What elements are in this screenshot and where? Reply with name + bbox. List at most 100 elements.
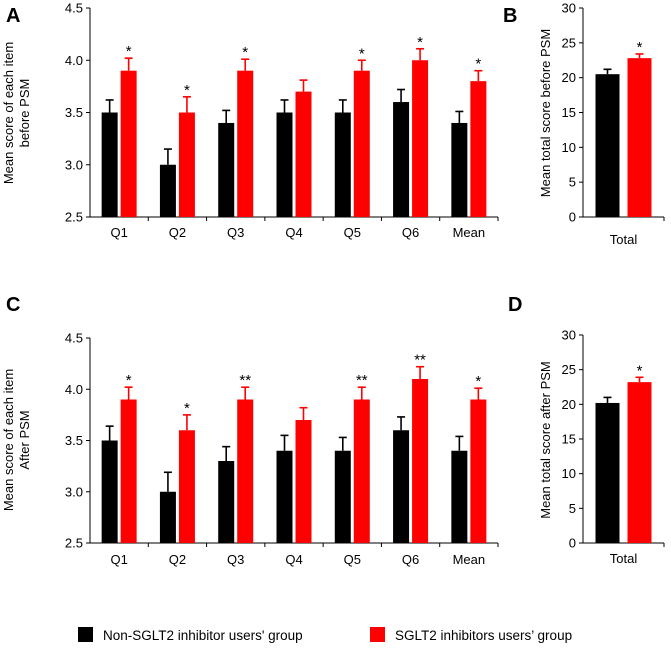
y-tick-label: 2.5 (65, 210, 83, 225)
bar (178, 112, 195, 217)
significance-marker: * (184, 82, 190, 99)
bar (470, 81, 487, 218)
bar (159, 164, 176, 217)
significance-marker: * (184, 400, 190, 417)
bar (334, 112, 351, 217)
panel-letter: B (503, 5, 517, 27)
panel-letter: D (508, 294, 522, 316)
legend-swatch-sglt2 (370, 627, 385, 642)
x-tick-label: Mean (453, 225, 486, 240)
bar (334, 450, 351, 543)
significance-marker: * (126, 372, 132, 389)
x-tick-label: Q2 (169, 552, 186, 567)
bar (178, 430, 195, 543)
y-tick-label: 4.0 (65, 382, 83, 397)
y-tick-label: 20 (562, 397, 576, 412)
significance-marker: * (126, 43, 132, 60)
y-tick-label: 4.0 (65, 53, 83, 68)
bar (412, 379, 429, 543)
x-tick-label: Mean (453, 552, 486, 567)
legend: Non-SGLT2 inhibitor users' group SGLT2 i… (78, 627, 572, 643)
x-tick-label: Q3 (227, 552, 244, 567)
bar (451, 450, 468, 543)
legend-label-non-sglt2: Non-SGLT2 inhibitor users' group (103, 628, 303, 643)
y-tick-label: 30 (562, 328, 576, 343)
bar (393, 102, 410, 217)
bar (353, 399, 370, 543)
significance-marker: * (242, 44, 248, 61)
y-tick-label: 3.5 (65, 433, 83, 448)
bar (595, 402, 620, 543)
panel-letter: A (6, 5, 20, 27)
x-tick-label: Q4 (285, 225, 302, 240)
y-tick-label: 20 (562, 70, 576, 85)
x-tick-label: Total (610, 551, 638, 566)
y-tick-label: 5 (569, 175, 576, 190)
y-tick-label: 10 (562, 140, 576, 155)
significance-marker: ** (356, 372, 368, 389)
y-tick-label: 3.0 (65, 157, 83, 172)
chart-panel-d: D 0 5 10 15 20 25 30 Mean total score after PSM *… (508, 294, 665, 566)
bar (218, 122, 235, 217)
significance-marker: * (475, 56, 481, 73)
legend-swatch-non-sglt2 (78, 627, 93, 642)
x-tick-label: Q1 (110, 552, 127, 567)
y-tick-label: 5 (569, 501, 576, 516)
x-tick-label: Q2 (169, 225, 186, 240)
bar (451, 122, 468, 217)
chart-panel-a: A 2.5 3.0 3.5 4.0 4.5 Mean score of each item b… (1, 1, 499, 240)
panel-letter: C (6, 294, 20, 316)
bar (412, 60, 429, 217)
y-tick-label: 3.5 (65, 105, 83, 120)
x-tick-label: Q6 (402, 552, 419, 567)
significance-marker: ** (239, 372, 251, 389)
y-tick-label: 30 (562, 1, 576, 16)
y-axis-label: Mean score of each item (1, 42, 16, 184)
bar (218, 461, 235, 543)
bar (595, 74, 620, 217)
chart-panel-c: C 2.5 3.0 3.5 4.0 4.5 Mean score of each item A… (1, 294, 499, 567)
y-tick-label: 15 (562, 105, 576, 120)
x-tick-label: Q5 (344, 225, 361, 240)
y-tick-label: 2.5 (65, 536, 83, 551)
y-tick-label: 25 (562, 35, 576, 50)
y-tick-label: 10 (562, 466, 576, 481)
x-tick-label: Q4 (285, 552, 302, 567)
bar (276, 450, 293, 543)
y-axis-label: Mean total score after PSM (538, 361, 553, 519)
significance-marker: * (359, 45, 365, 62)
y-tick-label: 25 (562, 362, 576, 377)
bar (353, 70, 370, 217)
bar (237, 70, 254, 217)
y-tick-label: 15 (562, 432, 576, 447)
x-tick-label: Q1 (110, 225, 127, 240)
x-tick-label: Q6 (402, 225, 419, 240)
y-tick-label: 4.5 (65, 1, 83, 16)
x-tick-label: Q3 (227, 225, 244, 240)
bar (627, 58, 652, 217)
significance-marker: * (475, 373, 481, 390)
significance-marker: * (637, 39, 643, 56)
legend-label-sglt2: SGLT2 inhibitors users’ group (395, 628, 572, 643)
y-axis-label: Mean score of each item (1, 369, 16, 511)
bar (295, 420, 312, 543)
bar (237, 399, 254, 543)
bar (120, 70, 137, 217)
bar (101, 440, 118, 543)
bar (101, 112, 118, 217)
bar (627, 382, 652, 543)
bar (159, 491, 176, 543)
bar (470, 399, 487, 543)
x-tick-label: Total (610, 232, 638, 247)
y-tick-label: 0 (569, 210, 576, 225)
bar (120, 399, 137, 543)
y-tick-label: 4.5 (65, 331, 83, 346)
y-axis-label: Mean total score before PSM (538, 29, 553, 197)
y-axis-label: before PSM (17, 79, 32, 148)
y-tick-label: 0 (569, 536, 576, 551)
bar (295, 91, 312, 217)
bar (393, 430, 410, 543)
y-axis-label: After PSM (17, 410, 32, 469)
